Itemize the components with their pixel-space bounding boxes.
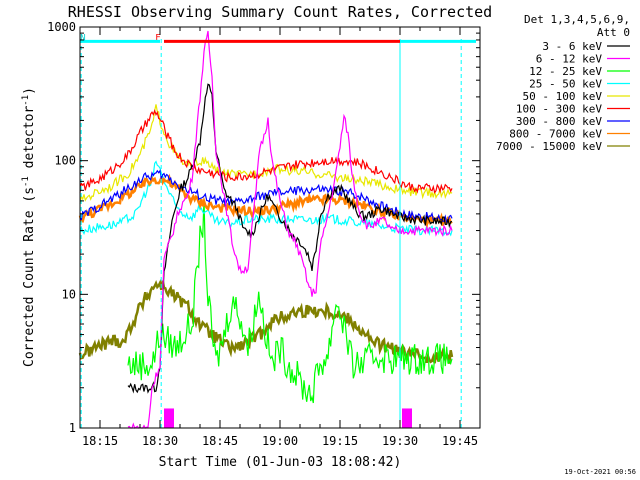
legend-label: 25 - 50 keV [529, 78, 602, 91]
attenuator-block [164, 408, 174, 428]
flag-label: N [80, 33, 85, 43]
series-line-7000-15000-keV [78, 279, 454, 365]
chart-title: RHESSI Observing Summary Count Rates, Co… [68, 3, 492, 21]
x-tick-label: 19:45 [442, 434, 478, 448]
x-tick-label: 18:45 [202, 434, 238, 448]
x-tick-label: 19:30 [382, 434, 418, 448]
legend-label: 50 - 100 keV [523, 90, 603, 103]
legend-label: 6 - 12 keV [536, 53, 603, 66]
series-line-6-12-keV [127, 30, 453, 429]
series-line-300-800-keV [79, 169, 453, 224]
series-line-50-100-keV [79, 104, 453, 204]
x-tick-label: 18:15 [82, 434, 118, 448]
series-line-800-7000-keV [78, 173, 453, 229]
y-tick-label: 10 [62, 287, 76, 301]
flag-label: F [155, 33, 160, 43]
legend-label: 7000 - 15000 keV [496, 140, 602, 153]
y-tick-label: 100 [54, 154, 76, 168]
series-layer [78, 30, 454, 429]
legend-label: 3 - 6 keV [542, 40, 602, 53]
legend-label: 100 - 300 keV [516, 103, 602, 116]
axis-layer: 1 10 100 1000 18:15 18:30 18:45 19:00 19:15 19:30… [47, 20, 481, 448]
attenuator-block [402, 408, 412, 428]
legend-header-line2: Att 0 [597, 26, 630, 39]
series-line-3-6-keV [127, 83, 453, 394]
legend-header-line1: Det 1,3,4,5,6,9, [524, 13, 630, 26]
x-axis-label: Start Time (01-Jun-03 18:08:42) [159, 455, 402, 470]
x-tick-label: 19:00 [262, 434, 298, 448]
legend-label: 800 - 7000 keV [509, 128, 602, 141]
flag-layer: FN [80, 33, 476, 428]
legend-label: 300 - 800 keV [516, 115, 602, 128]
series-line-12-25-keV [127, 198, 453, 404]
series-line-100-300-keV [79, 109, 453, 194]
footer-date: 19-Oct-2021 00:56 [564, 468, 636, 476]
x-tick-label: 18:30 [142, 434, 178, 448]
legend-label: 12 - 25 keV [529, 65, 602, 78]
y-tick-label: 1 [69, 421, 76, 435]
y-tick-label: 1000 [47, 20, 76, 34]
y-axis-label: Corrected Count Rate (s-1 detector-1) [21, 87, 37, 367]
x-tick-label: 19:15 [322, 434, 358, 448]
